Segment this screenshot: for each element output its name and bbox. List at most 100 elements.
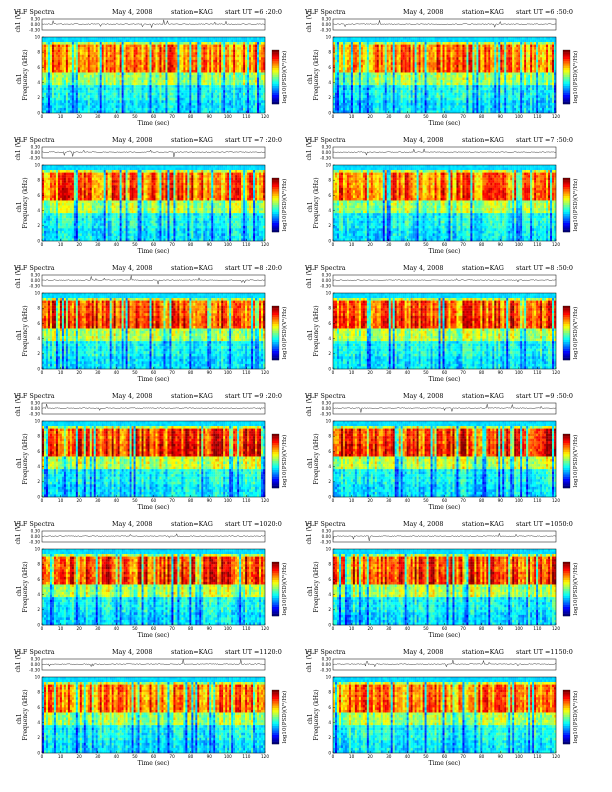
x-tick-label: 60 bbox=[442, 754, 448, 759]
x-tick-label: 30 bbox=[95, 498, 101, 503]
panel-date: May 4, 2008 bbox=[403, 136, 443, 144]
x-tick-label: 0 bbox=[41, 626, 44, 631]
y-tick-label: 8 bbox=[328, 306, 331, 311]
waveform-trace bbox=[332, 659, 557, 668]
y-tick-label: 8 bbox=[37, 562, 40, 567]
panel-start-time: start UT =9 :50:0 bbox=[516, 392, 573, 400]
x-tick-label: 110 bbox=[533, 370, 541, 375]
x-tick-label: 120 bbox=[552, 626, 560, 631]
panel-station: station=KAG bbox=[462, 648, 504, 656]
waveform-tick-label: -0.30 bbox=[320, 411, 331, 416]
x-tick-label: 70 bbox=[169, 242, 175, 247]
panel-title: VLF Spectra bbox=[14, 392, 55, 400]
panel-date: May 4, 2008 bbox=[112, 520, 152, 528]
x-tick-label: 10 bbox=[58, 370, 64, 375]
y-tick-label: 4 bbox=[328, 464, 331, 469]
spectra-panel: VLF Spectra May 4, 2008 station=KAG start U… bbox=[14, 6, 294, 134]
x-tick-label: 120 bbox=[261, 754, 269, 759]
x-tick-label: 20 bbox=[76, 626, 82, 631]
y-tick-label: 4 bbox=[37, 336, 40, 341]
x-tick-label: 10 bbox=[349, 754, 355, 759]
x-tick-label: 0 bbox=[332, 114, 335, 119]
colorbar-label: log10(PSD)(V²/Hz) bbox=[572, 307, 579, 360]
x-tick-label: 70 bbox=[460, 754, 466, 759]
colorbar-label: log10(PSD)(V²/Hz) bbox=[572, 51, 579, 104]
x-tick-label: 80 bbox=[479, 498, 485, 503]
panel-start-time: start UT =1020:0 bbox=[225, 520, 282, 528]
waveform-frame bbox=[41, 146, 266, 159]
y-tick-label: 2 bbox=[37, 479, 40, 484]
x-tick-label: 50 bbox=[423, 370, 429, 375]
y-tick-label: 8 bbox=[328, 178, 331, 183]
x-tick-label: 0 bbox=[332, 754, 335, 759]
colorbar-label: log10(PSD)(V²/Hz) bbox=[572, 691, 579, 744]
x-tick-label: 20 bbox=[76, 242, 82, 247]
panel-title: VLF Spectra bbox=[14, 264, 55, 272]
channel-label: ch1 bbox=[16, 201, 23, 212]
x-tick-label: 30 bbox=[95, 114, 101, 119]
x-tick-label: 100 bbox=[224, 498, 232, 503]
waveform-tick-label: 0.00 bbox=[322, 662, 332, 667]
y-tick-label: 8 bbox=[328, 562, 331, 567]
panel-date: May 4, 2008 bbox=[403, 648, 443, 656]
x-tick-label: 90 bbox=[207, 498, 213, 503]
x-tick-label: 110 bbox=[533, 754, 541, 759]
y-tick-label: 10 bbox=[326, 162, 332, 167]
spectrogram bbox=[42, 165, 266, 242]
y-tick-label: 6 bbox=[328, 193, 331, 198]
x-tick-label: 90 bbox=[498, 754, 504, 759]
waveform-tick-label: 0.00 bbox=[31, 278, 41, 283]
panel-date: May 4, 2008 bbox=[112, 264, 152, 272]
x-tick-label: 100 bbox=[515, 114, 523, 119]
x-tick-label: 30 bbox=[386, 754, 392, 759]
panel-station: station=KAG bbox=[462, 136, 504, 144]
waveform-frame bbox=[332, 658, 557, 671]
waveform-frame bbox=[41, 18, 266, 31]
panel-title: VLF Spectra bbox=[14, 8, 55, 16]
y-tick-label: 2 bbox=[328, 735, 331, 740]
waveform-trace bbox=[41, 19, 266, 29]
panel-title-row: VLF Spectra May 4, 2008 station=KAG start U… bbox=[305, 6, 585, 18]
x-tick-label: 100 bbox=[515, 754, 523, 759]
x-tick-label: 50 bbox=[423, 242, 429, 247]
y-tick-label: 0 bbox=[328, 750, 331, 755]
y-tick-label: 0 bbox=[328, 110, 331, 115]
x-tick-label: 30 bbox=[386, 370, 392, 375]
x-tick-label: 40 bbox=[405, 370, 411, 375]
y-tick-label: 10 bbox=[35, 546, 41, 551]
y-axis-label: Frequency (kHz) bbox=[22, 689, 29, 740]
y-tick-label: 0 bbox=[328, 494, 331, 499]
spectra-panel: VLF Spectra May 4, 2008 station=KAG start U… bbox=[14, 518, 294, 646]
colorbar-label: log10(PSD)(V²/Hz) bbox=[281, 691, 288, 744]
x-tick-label: 50 bbox=[423, 754, 429, 759]
x-tick-label: 20 bbox=[76, 114, 82, 119]
panel-title: VLF Spectra bbox=[14, 648, 55, 656]
y-tick-label: 6 bbox=[328, 65, 331, 70]
panel-title-row: VLF Spectra May 4, 2008 station=KAG start U… bbox=[14, 390, 294, 402]
y-axis-label: Frequency (kHz) bbox=[22, 49, 29, 100]
x-axis-label: Time (sec) bbox=[138, 504, 170, 511]
y-tick-label: 2 bbox=[328, 479, 331, 484]
y-tick-label: 6 bbox=[37, 193, 40, 198]
spectrogram bbox=[42, 677, 266, 754]
waveform-trace bbox=[332, 403, 557, 413]
y-tick-label: 4 bbox=[328, 336, 331, 341]
y-axis-label: Frequency (kHz) bbox=[313, 433, 320, 484]
waveform-tick-label: -0.30 bbox=[29, 667, 40, 672]
panel-date: May 4, 2008 bbox=[112, 392, 152, 400]
panel-title: VLF Spectra bbox=[305, 648, 346, 656]
spectrogram bbox=[333, 165, 557, 242]
x-tick-label: 70 bbox=[169, 626, 175, 631]
colorbar bbox=[562, 433, 571, 489]
y-tick-label: 8 bbox=[328, 50, 331, 55]
x-tick-label: 100 bbox=[515, 370, 523, 375]
y-tick-label: 2 bbox=[37, 351, 40, 356]
x-tick-label: 100 bbox=[224, 114, 232, 119]
waveform-tick-label: -0.30 bbox=[320, 667, 331, 672]
y-tick-label: 6 bbox=[37, 705, 40, 710]
y-tick-label: 8 bbox=[37, 306, 40, 311]
colorbar bbox=[562, 689, 571, 745]
panel-start-time: start UT =8 :50:0 bbox=[516, 264, 573, 272]
y-tick-label: 10 bbox=[35, 162, 41, 167]
